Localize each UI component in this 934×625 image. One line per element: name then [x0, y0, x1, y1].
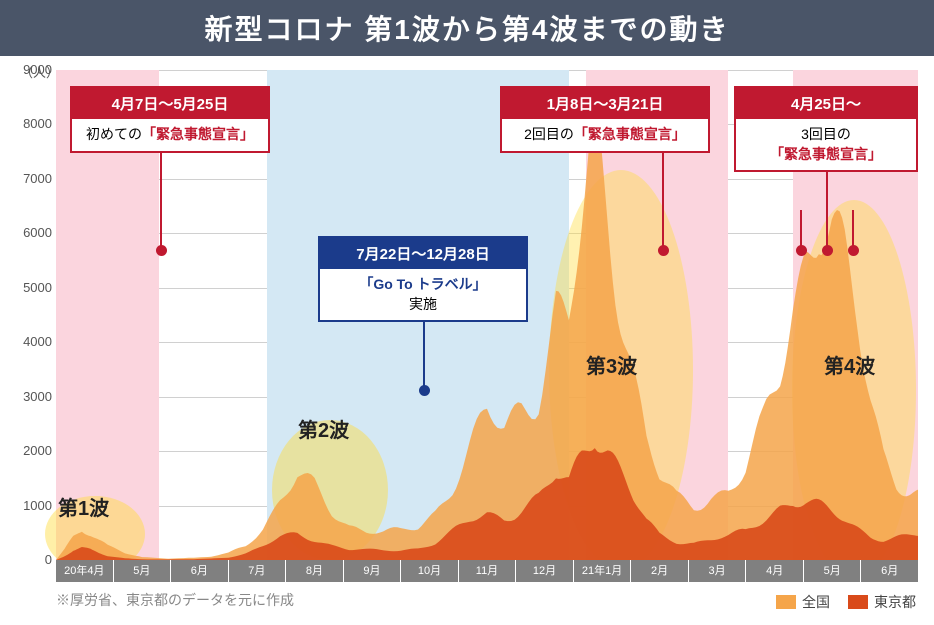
wave-label: 第3波 — [586, 350, 637, 379]
x-tick-label: 8月 — [286, 560, 344, 582]
x-tick-label: 9月 — [344, 560, 402, 582]
callout-leader-dot — [796, 245, 807, 256]
x-tick-label: 5月 — [804, 560, 862, 582]
legend-label-tokyo: 東京都 — [874, 592, 916, 612]
callout-header: 7月22日～12月28日 — [320, 238, 526, 269]
callout-leader-dot — [658, 245, 669, 256]
callout-goto: 7月22日～12月28日「Go To トラベル」実施 — [318, 236, 528, 322]
x-tick-label: 5月 — [114, 560, 172, 582]
legend-label-national: 全国 — [802, 592, 830, 612]
wave-label: 第2波 — [298, 414, 349, 443]
legend-swatch-tokyo — [848, 595, 868, 609]
x-tick-label: 21年1月 — [574, 560, 632, 582]
legend: 全国 東京都 — [776, 592, 916, 612]
callout-body: 「Go To トラベル」実施 — [320, 269, 526, 320]
legend-item-national: 全国 — [776, 592, 830, 612]
wave-label: 第1波 — [58, 492, 109, 521]
callout-header: 1月8日～3月21日 — [502, 88, 708, 119]
x-tick-label: 6月 — [861, 560, 918, 582]
callout-leader — [800, 210, 802, 250]
legend-item-tokyo: 東京都 — [848, 592, 916, 612]
callout-body: 初めての「緊急事態宣言」 — [72, 119, 268, 151]
infographic-container: 新型コロナ 第1波から第4波までの動き （人） 0100020003000400… — [0, 0, 934, 625]
x-tick-label: 12月 — [516, 560, 574, 582]
callout-leader — [160, 148, 162, 250]
callout-body: 2回目の「緊急事態宣言」 — [502, 119, 708, 151]
callout-header: 4月7日～5月25日 — [72, 88, 268, 119]
legend-swatch-national — [776, 595, 796, 609]
x-tick-label: 2月 — [631, 560, 689, 582]
callout-soe1: 4月7日～5月25日初めての「緊急事態宣言」 — [70, 86, 270, 153]
x-tick-label: 3月 — [689, 560, 747, 582]
wave-label: 第4波 — [824, 350, 875, 379]
callout-soe2: 1月8日～3月21日2回目の「緊急事態宣言」 — [500, 86, 710, 153]
callout-leader — [423, 318, 425, 390]
footnote-text: ※厚労省、東京都のデータを元に作成 — [56, 590, 294, 610]
callout-leader-dot — [822, 245, 833, 256]
callout-leader — [662, 148, 664, 250]
callout-leader — [852, 210, 854, 250]
callout-leader-dot — [156, 245, 167, 256]
x-tick-label: 20年4月 — [56, 560, 114, 582]
x-tick-label: 6月 — [171, 560, 229, 582]
callout-body: 3回目の「緊急事態宣言」 — [736, 119, 916, 170]
x-tick-label: 4月 — [746, 560, 804, 582]
callout-soe3: 4月25日～3回目の「緊急事態宣言」 — [734, 86, 918, 172]
callout-leader — [826, 168, 828, 250]
callout-header: 4月25日～ — [736, 88, 916, 119]
x-tick-label: 11月 — [459, 560, 517, 582]
x-tick-label: 10月 — [401, 560, 459, 582]
x-tick-label: 7月 — [229, 560, 287, 582]
callout-leader-dot — [848, 245, 859, 256]
x-axis-band: 20年4月5月6月7月8月9月10月11月12月21年1月2月3月4月5月6月 — [56, 560, 918, 582]
callout-leader-dot — [419, 385, 430, 396]
